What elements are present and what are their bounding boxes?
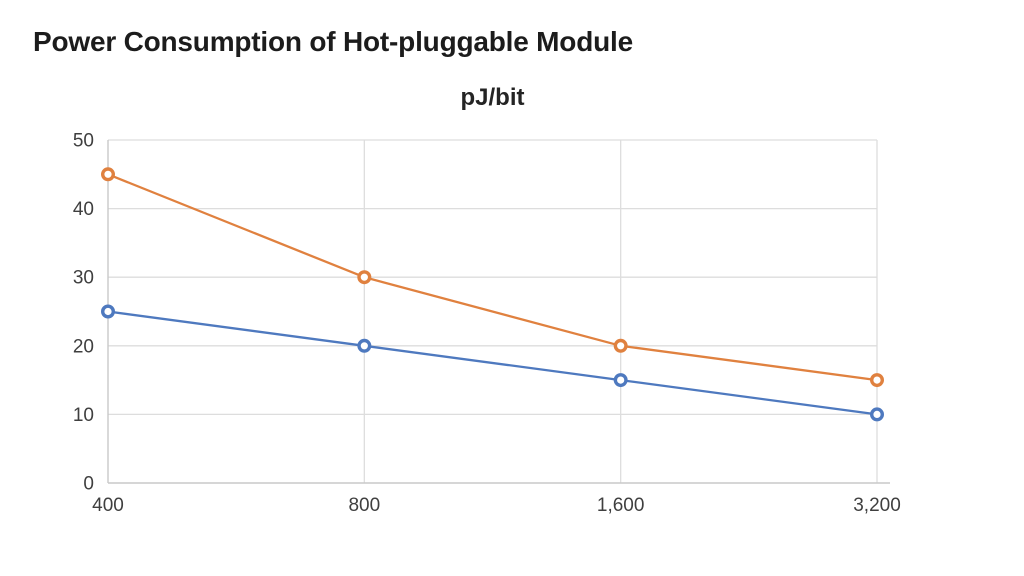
blue-series-marker <box>100 304 115 319</box>
x-tick-label: 400 <box>92 495 124 516</box>
orange-series-marker <box>357 270 372 285</box>
blue-series-marker <box>357 338 372 353</box>
blue-series-marker <box>870 407 885 422</box>
y-tick-label: 30 <box>73 268 94 289</box>
x-tick-label: 3,200 <box>853 495 901 516</box>
x-tick-label: 1,600 <box>597 495 645 516</box>
orange-series-marker <box>870 373 885 388</box>
blue-series-line <box>107 310 878 416</box>
page-title: Power Consumption of Hot-pluggable Modul… <box>33 26 633 57</box>
y-tick-label: 20 <box>73 336 94 357</box>
chart-unit-title: pJ/bit <box>460 84 525 111</box>
y-tick-label: 0 <box>83 474 94 495</box>
orange-series-marker <box>100 167 115 182</box>
orange-series-line <box>107 173 878 382</box>
y-tick-label: 10 <box>73 405 94 426</box>
blue-series-marker <box>613 373 628 388</box>
x-tick-label: 800 <box>348 495 380 516</box>
y-tick-label: 50 <box>73 131 94 152</box>
orange-series-marker <box>613 338 628 353</box>
y-tick-label: 40 <box>73 199 94 220</box>
